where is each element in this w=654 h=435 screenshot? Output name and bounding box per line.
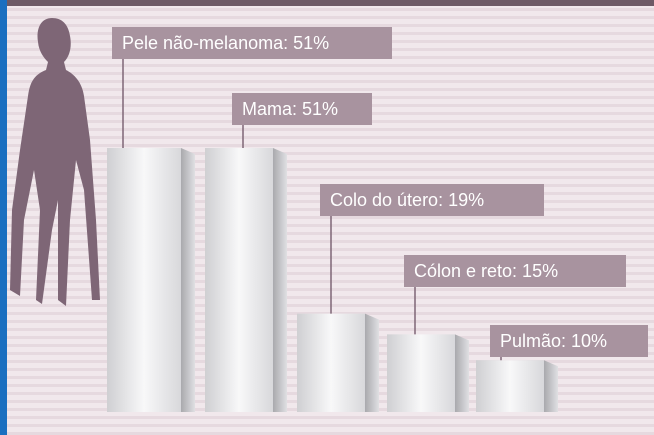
bar [387, 334, 455, 412]
bar [297, 314, 365, 412]
bar [107, 148, 181, 412]
left-border [0, 0, 7, 435]
bar-side [544, 360, 558, 412]
bar-side [365, 314, 379, 412]
top-strip [0, 0, 654, 6]
data-label: Cólon e reto: 15% [414, 261, 558, 281]
bar-side [455, 334, 469, 412]
bar [205, 148, 273, 412]
data-label: Pele não-melanoma: 51% [122, 33, 329, 53]
bar [476, 360, 544, 412]
data-label: Colo do útero: 19% [330, 190, 484, 210]
bar-side [181, 148, 195, 412]
chart: Pele não-melanoma: 51% Mama: 51% Colo do ú… [0, 0, 654, 435]
bar-side [273, 148, 287, 412]
page: Pele não-melanoma: 51% Mama: 51% Colo do ú… [0, 0, 654, 435]
data-label: Mama: 51% [242, 99, 338, 119]
data-label: Pulmão: 10% [500, 331, 607, 351]
